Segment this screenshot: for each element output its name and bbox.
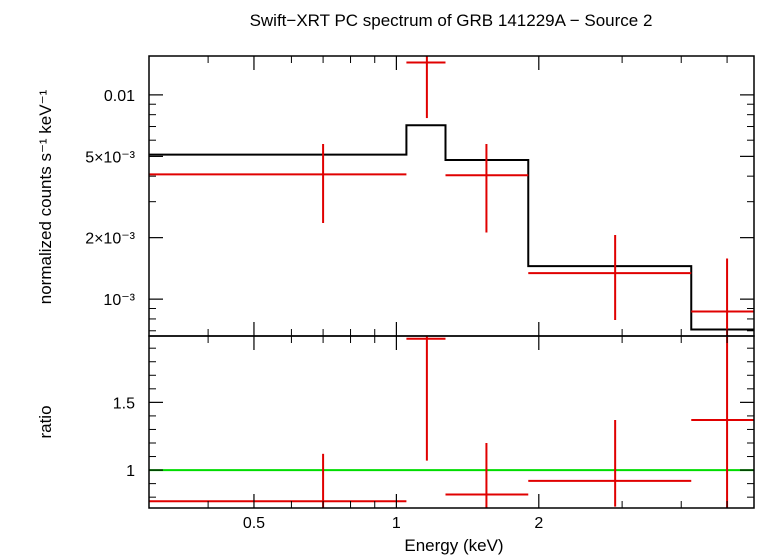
panel-frame xyxy=(148,335,755,509)
panel-frame xyxy=(148,55,755,337)
bottom-panel-y-label: ratio xyxy=(36,405,55,438)
spectrum-panel: 0.01 5×10⁻³ 2×10⁻³ 10⁻³ xyxy=(85,55,755,337)
x-tick-label: 0.5 xyxy=(243,515,265,532)
y-tick-label: 1.5 xyxy=(113,395,135,412)
top-panel-y-label: normalized counts s⁻¹ keV⁻¹ xyxy=(36,89,55,304)
x-tick-label: 2 xyxy=(534,515,543,532)
y-tick-label: 0.01 xyxy=(104,88,135,105)
x-tick-label: 1 xyxy=(392,515,401,532)
chart-title: Swift−XRT PC spectrum of GRB 141229A − S… xyxy=(250,11,653,30)
y-tick-label: 2×10⁻³ xyxy=(85,231,135,248)
x-axis-label: Energy (keV) xyxy=(404,536,503,555)
y-tick-label: 10⁻³ xyxy=(103,292,135,309)
model-step-line xyxy=(149,124,754,331)
y-tick-label: 1 xyxy=(126,463,135,480)
ratio-panel: 1.5 1 0.5 1 2 xyxy=(113,335,755,532)
y-tick-label: 5×10⁻³ xyxy=(85,149,135,166)
